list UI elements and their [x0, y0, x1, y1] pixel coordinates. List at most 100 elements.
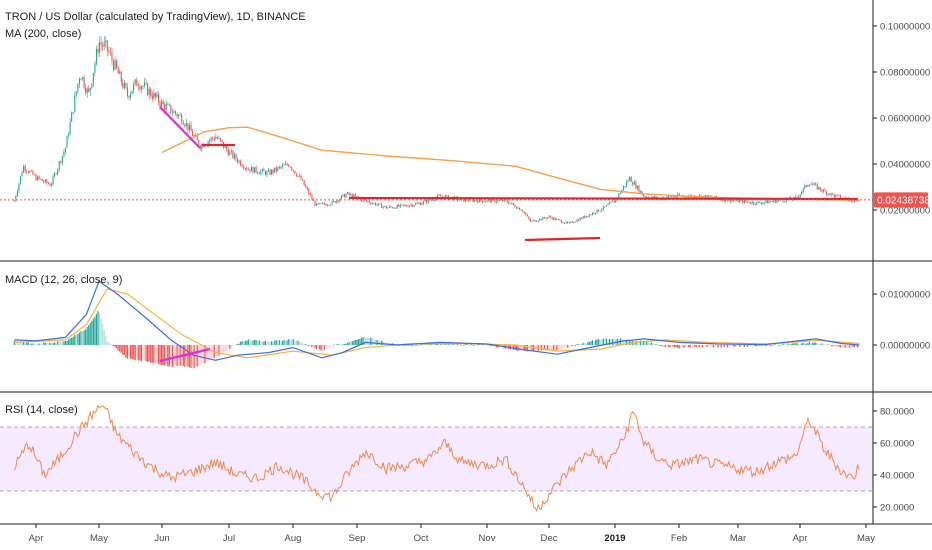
macd-histogram-bar [43, 342, 45, 345]
macd-lines [14, 280, 860, 361]
macd-histogram-bar [139, 345, 141, 361]
macd-histogram-bar [72, 336, 74, 345]
candle-body [398, 204, 400, 207]
candle-body [226, 146, 228, 150]
candle-body [136, 79, 138, 86]
macd-histogram-bar [461, 345, 463, 346]
price-candles[interactable] [13, 36, 860, 224]
candle-body [345, 193, 347, 198]
candle-body [605, 205, 607, 207]
macd-histogram-bar [793, 343, 795, 345]
macd-indicator-label[interactable]: MACD (12, 26, close, 9) [5, 274, 122, 286]
rsi-axis-tick-label: 40.0000 [880, 471, 914, 482]
rsi-indicator-label[interactable]: RSI (14, close) [5, 404, 78, 416]
candle-body [176, 113, 178, 117]
macd-histogram-bar [588, 341, 590, 345]
candle-body [86, 88, 88, 94]
macd-histogram-bar [40, 343, 42, 345]
ma-indicator-label[interactable]: MA (200, close) [5, 28, 81, 40]
macd-histogram-bar [491, 345, 493, 347]
macd-histogram-bar [88, 325, 90, 345]
macd-histogram-bar [148, 345, 150, 362]
macd-histogram-bar [627, 340, 629, 345]
macd-histogram-bar [546, 345, 549, 351]
macd-histogram-bar [652, 342, 654, 345]
macd-histogram-bar [488, 344, 490, 346]
macd-histogram-bar [545, 345, 547, 350]
macd-histogram-bar [790, 343, 792, 345]
candle-body [478, 198, 480, 203]
macd-histogram-bar [329, 345, 332, 347]
macd-histogram-bar [97, 311, 99, 345]
candle-body [391, 207, 394, 209]
candle-body [81, 77, 84, 80]
macd-histogram-bar [723, 345, 725, 348]
macd-histogram-bar [292, 339, 294, 345]
symbol-title[interactable]: TRON / US Dollar (calculated by TradingV… [5, 11, 306, 23]
rsi-line[interactable] [13, 404, 860, 513]
macd-histogram-bar [236, 343, 239, 345]
candle-body [743, 200, 745, 203]
macd-histogram-bar [613, 339, 615, 345]
macd-histogram-bar [50, 343, 53, 345]
candle-body [109, 52, 111, 53]
drawing-annotations[interactable] [159, 106, 859, 363]
macd-histogram-bar [495, 345, 497, 348]
macd-histogram-bar [346, 342, 349, 345]
candle-body [306, 187, 308, 190]
candle-body [751, 201, 753, 204]
candle-body [280, 166, 282, 168]
candle-body [618, 193, 620, 199]
macd-histogram-bar [565, 345, 567, 348]
candle-body [292, 169, 294, 171]
candle-body [212, 137, 214, 139]
candle-body [833, 194, 835, 197]
candle-body [114, 60, 116, 70]
candle-body [89, 87, 91, 92]
macd-histogram-bar [238, 343, 240, 345]
macd-line[interactable] [14, 280, 860, 361]
candle-body [192, 131, 194, 136]
candle-body [40, 178, 42, 180]
macd-histogram-bar [306, 345, 308, 346]
candle-body [522, 210, 524, 212]
candle-body [75, 91, 77, 96]
macd-signal-line[interactable] [14, 288, 860, 359]
candle-body [433, 200, 435, 202]
candle-body [18, 183, 20, 191]
candle-body [607, 204, 609, 206]
macd-histogram-bar [41, 344, 43, 345]
macd-histogram-bar [193, 345, 195, 369]
resistance-line-red[interactable] [348, 196, 859, 201]
macd-histogram-bar [362, 337, 364, 345]
candle-body [596, 209, 598, 214]
support-line-red-dec[interactable] [524, 236, 601, 242]
time-axis-tick-label: Jun [154, 533, 169, 544]
candle-body [289, 166, 291, 168]
trend-line-pink[interactable] [159, 106, 201, 149]
macd-histogram-bar [271, 341, 273, 345]
candle-body [269, 170, 271, 175]
candle-body [832, 193, 834, 195]
candle-body [624, 186, 626, 187]
macd-histogram-bar [701, 345, 704, 348]
candle-body [157, 94, 160, 103]
macd-histogram-bar [705, 345, 707, 347]
macd-histogram-bar [353, 340, 355, 345]
candle-body [49, 183, 51, 186]
candle-body [347, 192, 349, 194]
macd-histogram-bar [191, 345, 194, 368]
candle-body [551, 217, 553, 220]
candle-body [635, 182, 637, 189]
candle-body [314, 200, 316, 206]
macd-histogram-bar [263, 341, 265, 345]
candle-body [509, 203, 511, 205]
macd-histogram-bar [269, 341, 271, 345]
macd-histogram-bar [354, 339, 356, 345]
candle-body [139, 86, 141, 90]
candle-body [675, 196, 677, 198]
candle-body [294, 170, 296, 174]
macd-divergence-line[interactable] [159, 347, 211, 363]
macd-histogram-bar [663, 345, 665, 347]
